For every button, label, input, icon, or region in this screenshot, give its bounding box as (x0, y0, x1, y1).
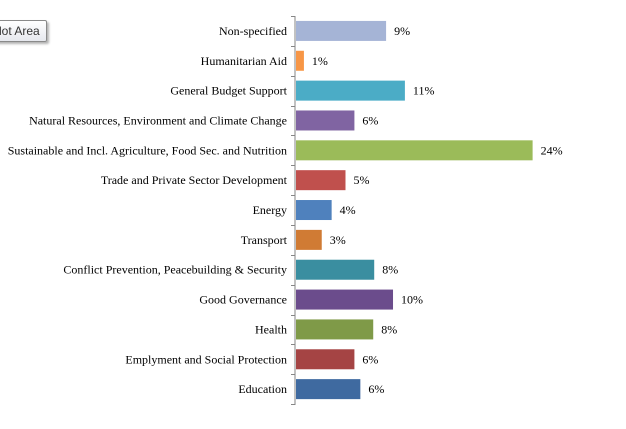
category-label: Humanitarian Aid (201, 54, 287, 68)
category-label: Education (238, 382, 287, 396)
bar (296, 229, 322, 250)
data-label: 6% (362, 113, 378, 127)
bar (296, 200, 332, 221)
category-label: Sustainable and Incl. Agriculture, Food … (8, 143, 287, 157)
data-label: 8% (381, 322, 397, 336)
category-label: Conflict Prevention, Peacebuilding & Sec… (63, 263, 287, 277)
data-label: 6% (362, 352, 378, 366)
category-label: Good Governance (199, 293, 287, 307)
category-label: Transport (241, 233, 288, 247)
data-label: 4% (340, 203, 356, 217)
bar (296, 379, 361, 400)
category-label: Trade and Private Sector Development (101, 173, 288, 187)
category-label: General Budget Support (170, 84, 287, 98)
data-label: 10% (401, 293, 423, 307)
bar (296, 319, 374, 340)
category-label: Health (255, 322, 287, 336)
bar (296, 349, 355, 370)
bar (296, 289, 394, 310)
data-label: 11% (413, 84, 435, 98)
bar (296, 20, 387, 41)
data-label: 1% (312, 54, 328, 68)
bar (296, 80, 405, 101)
bar (296, 259, 375, 280)
data-label: 5% (354, 173, 370, 187)
data-label: 6% (368, 382, 384, 396)
bar (296, 170, 346, 191)
data-label: 8% (382, 263, 398, 277)
category-label: Non-specified (219, 24, 287, 38)
data-label: 3% (330, 233, 346, 247)
category-label: Energy (253, 203, 287, 217)
plot-area-tooltip: lot Area (0, 20, 47, 42)
data-label: 24% (541, 143, 563, 157)
bar (296, 50, 304, 71)
category-label: Emplyment and Social Protection (125, 352, 287, 366)
bar (296, 110, 355, 131)
category-label: Natural Resources, Environment and Clima… (29, 113, 287, 127)
bar (296, 140, 533, 161)
data-label: 9% (394, 24, 410, 38)
